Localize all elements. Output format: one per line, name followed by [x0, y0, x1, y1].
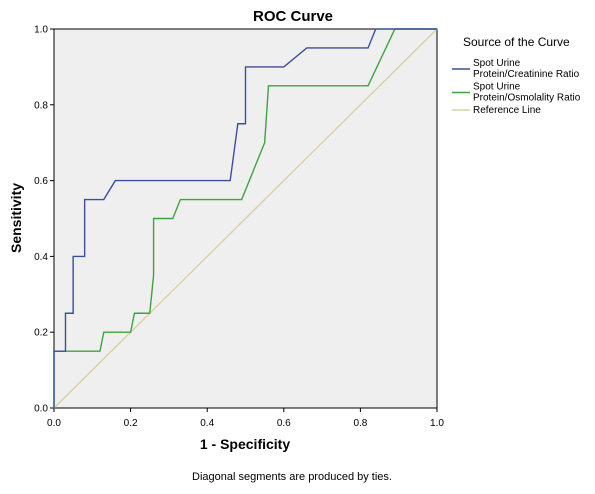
series-line-2	[53, 28, 438, 409]
y-tick-label: 0.8	[34, 100, 48, 111]
x-tick-label: 0.4	[200, 418, 214, 429]
y-axis-ticks: 0.0 0.2 0.4 0.6 0.8 1.0	[34, 25, 54, 415]
x-tick-label: 0.2	[124, 418, 138, 429]
y-axis-label: Sensitivity	[8, 183, 24, 253]
legend-item: Reference Line	[452, 105, 541, 116]
chart-title: ROC Curve	[253, 8, 333, 25]
y-tick-label: 0.2	[34, 328, 48, 339]
legend-title: Source of the Curve	[463, 35, 570, 49]
legend-label: Spot Urine	[473, 58, 521, 69]
y-tick-label: 0.4	[34, 252, 48, 263]
x-tick-label: 0.0	[47, 418, 61, 429]
x-axis-ticks: 0.0 0.2 0.4 0.6 0.8 1.0	[47, 408, 444, 429]
legend-label: Protein/Osmolality Ratio	[473, 93, 581, 104]
legend-label: Reference Line	[473, 105, 541, 116]
y-tick-label: 0.0	[34, 404, 48, 415]
y-tick-label: 0.6	[34, 176, 48, 187]
series-layer	[53, 28, 438, 409]
x-tick-label: 1.0	[430, 418, 444, 429]
footnote: Diagonal segments are produced by ties.	[192, 471, 392, 483]
x-axis-label: 1 - Specificity	[200, 436, 290, 452]
x-tick-label: 0.8	[353, 418, 367, 429]
legend-label: Protein/Creatinine Ratio	[473, 69, 580, 80]
series-line-1	[53, 28, 437, 408]
y-tick-label: 1.0	[34, 25, 48, 36]
legend-label: Spot Urine	[473, 82, 521, 93]
x-tick-label: 0.6	[277, 418, 291, 429]
series-line-0	[53, 28, 437, 408]
